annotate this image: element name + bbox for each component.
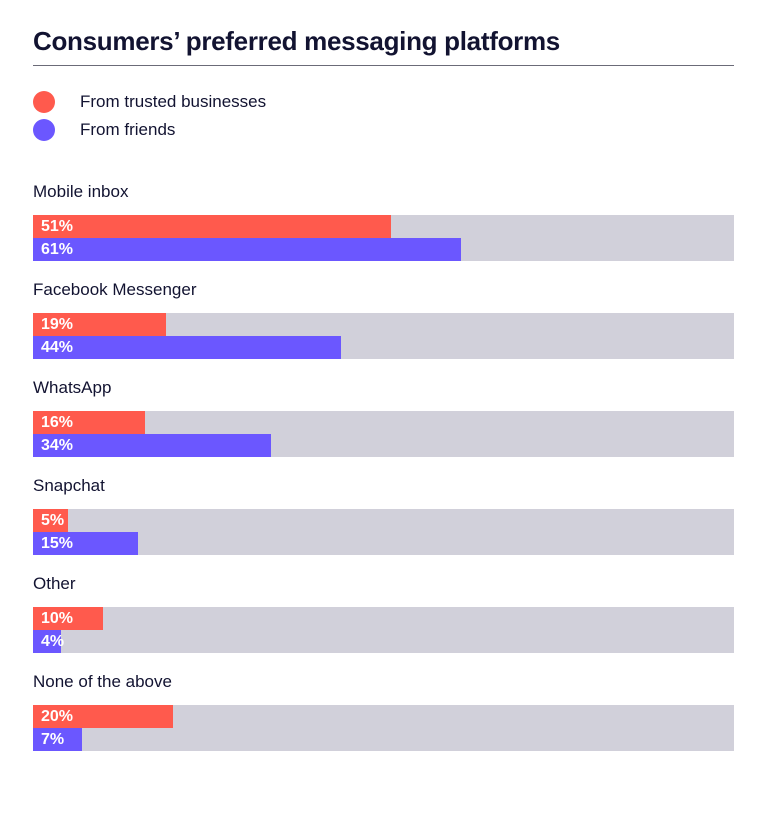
data-label: 51% [41,218,74,235]
bar-business-mobile-inbox [33,215,391,238]
category-label: Snapchat [33,476,105,495]
bar-business-none-of-the-above [33,705,174,728]
bar-friends-none-of-the-above [33,728,83,751]
category-label: Mobile inbox [33,182,129,201]
data-label: 61% [41,241,74,258]
legend-label-friends: From friends [80,120,176,139]
bar-track [33,509,734,555]
bar-friends-whatsapp [33,434,272,457]
data-label: 16% [41,414,74,431]
legend-swatch-friends [33,119,55,141]
category-label: None of the above [33,672,172,691]
data-label: 4% [41,633,65,650]
data-label: 15% [41,535,74,552]
legend-item-friends: From friends [33,116,266,144]
data-label: 7% [41,731,65,748]
category-label: WhatsApp [33,378,112,397]
bar-friends-snapchat [33,532,139,555]
data-label: 10% [41,610,74,627]
bar-business-facebook-messenger [33,313,167,336]
title-divider [33,65,734,66]
bar-business-snapchat [33,509,69,532]
data-label: 20% [41,708,74,725]
legend-item-business: From trusted businesses [33,88,266,116]
data-label: 5% [41,512,65,529]
data-label: 19% [41,316,74,333]
category-label: Other [33,574,76,593]
bar-friends-facebook-messenger [33,336,342,359]
legend-label-business: From trusted businesses [80,92,267,111]
bar-business-whatsapp [33,411,146,434]
data-label: 44% [41,339,74,356]
legend: From trusted businesses From friends [33,88,266,144]
legend-swatch-business [33,91,55,113]
bar-friends-mobile-inbox [33,238,461,261]
bar-business-other [33,607,104,630]
data-label: 34% [41,437,74,454]
chart-title: Consumers’ preferred messaging platforms [33,26,560,56]
bar-track [33,607,734,653]
category-label: Facebook Messenger [33,280,197,299]
bar-friends-other [33,630,62,653]
